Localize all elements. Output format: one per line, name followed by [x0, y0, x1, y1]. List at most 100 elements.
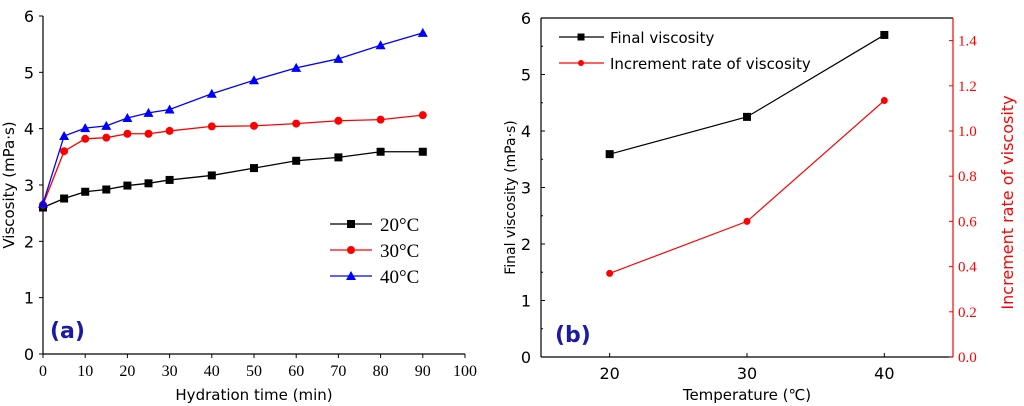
marker-square [577, 33, 585, 41]
marker-square [605, 150, 614, 159]
marker-square [292, 156, 301, 165]
y-tick-label: 5 [521, 66, 531, 85]
series-30°C [39, 111, 427, 209]
marker-circle [578, 60, 584, 66]
y-tick-label: 1 [24, 289, 34, 308]
x-tick-label: 50 [246, 363, 262, 380]
series-Increment rate of viscosity [606, 96, 888, 277]
marker-square [743, 112, 751, 121]
y-tick-label: 4 [24, 120, 34, 139]
marker-triangle [249, 75, 259, 85]
y-tick-label: 6 [24, 7, 34, 26]
series-line [42, 114, 423, 205]
marker-square [418, 147, 427, 156]
y-tick-label: 0 [521, 348, 531, 367]
y-tick-label: 5 [24, 63, 34, 82]
x-tick-label: 70 [330, 363, 346, 380]
y-axis-title: Viscosity (mPa·s) [0, 121, 18, 248]
marker-square [102, 185, 111, 194]
marker-square [250, 164, 258, 173]
x-tick-label: 20 [119, 363, 135, 380]
marker-triangle [346, 271, 356, 280]
panel-label: (a) [50, 319, 85, 344]
marker-triangle [80, 123, 91, 133]
x-tick-label: 10 [77, 363, 93, 380]
marker-triangle [375, 40, 386, 50]
marker-square [123, 181, 132, 190]
marker-triangle [101, 120, 112, 130]
x-axis-title: Temperature (℃) [682, 386, 811, 404]
marker-square [207, 171, 216, 180]
y-right-tick-label: 0.8 [958, 169, 977, 185]
marker-circle [418, 111, 427, 120]
y-tick-label: 3 [24, 176, 34, 195]
y-tick-label: 2 [521, 235, 531, 254]
marker-triangle [206, 88, 217, 98]
y-right-tick-label: 0.2 [958, 305, 977, 321]
series-line [42, 151, 423, 209]
x-tick-label: 100 [453, 363, 477, 380]
marker-square [376, 147, 385, 156]
marker-triangle [333, 53, 344, 63]
marker-circle [165, 126, 174, 135]
legend-label: 20°C [380, 215, 419, 236]
marker-circle [81, 134, 90, 143]
marker-circle [60, 147, 69, 156]
marker-circle [606, 269, 614, 277]
y-right-tick-label: 1.4 [958, 34, 977, 50]
marker-triangle [143, 107, 154, 117]
series-line [42, 32, 423, 204]
marker-circle [347, 246, 355, 254]
marker-circle [207, 122, 216, 131]
series-Final viscosity [605, 30, 889, 159]
y-right-tick-label: 0.4 [958, 260, 977, 276]
x-tick-label: 60 [288, 363, 304, 380]
marker-triangle [417, 27, 428, 37]
panel-label: (b) [555, 323, 591, 348]
x-tick-label: 30 [737, 364, 757, 383]
y-tick-label: 1 [521, 292, 531, 311]
x-axis-title: Hydration time (min) [175, 386, 332, 404]
x-tick-label: 20 [599, 364, 619, 383]
x-tick-label: 40 [204, 363, 220, 380]
y-right-tick-label: 1.0 [958, 124, 977, 140]
y-right-tick-label: 0.0 [958, 350, 977, 366]
legend-item: 30°C [330, 241, 419, 262]
series-20°C [39, 147, 427, 212]
panel-b: 0 1 2 3 4 5 6 0.0 0.2 0.4 0.6 0.8 1.0 1.2 1.4 20 30 40 Tem… [503, 9, 1017, 404]
marker-circle [292, 119, 301, 128]
marker-square [144, 179, 153, 188]
legend-label: 30°C [380, 241, 419, 262]
y-right-axis-title: Increment rate of viscosity [998, 95, 1017, 309]
series-40°C [38, 27, 428, 208]
marker-square [60, 194, 69, 203]
marker-circle [334, 116, 343, 125]
marker-circle [880, 96, 888, 104]
series-line [609, 100, 885, 274]
legend-label: Final viscosity [610, 29, 714, 47]
y-right-tick-label: 0.6 [958, 214, 977, 230]
y-tick-label: 4 [521, 122, 531, 141]
legend-label: 40°C [380, 267, 419, 288]
legend-item: 40°C [330, 267, 419, 288]
legend-item: Increment rate of viscosity [559, 55, 811, 73]
y-tick-label: 0 [24, 345, 34, 364]
x-tick-label: 90 [415, 363, 431, 380]
y-axis-title: Final viscosity (mPa·s) [503, 120, 519, 275]
marker-circle [144, 129, 153, 138]
legend-label: Increment rate of viscosity [610, 55, 811, 73]
marker-triangle [38, 198, 48, 208]
marker-square [165, 175, 174, 184]
y-tick-label: 3 [521, 179, 531, 198]
y-tick-label: 6 [521, 9, 531, 28]
x-tick-label: 0 [39, 363, 47, 380]
marker-circle [743, 217, 751, 225]
y-right-tick-label: 1.2 [958, 79, 977, 95]
x-tick-label: 80 [373, 363, 389, 380]
marker-triangle [59, 130, 70, 140]
marker-circle [102, 133, 111, 142]
marker-circle [376, 115, 385, 124]
marker-square [880, 30, 889, 39]
